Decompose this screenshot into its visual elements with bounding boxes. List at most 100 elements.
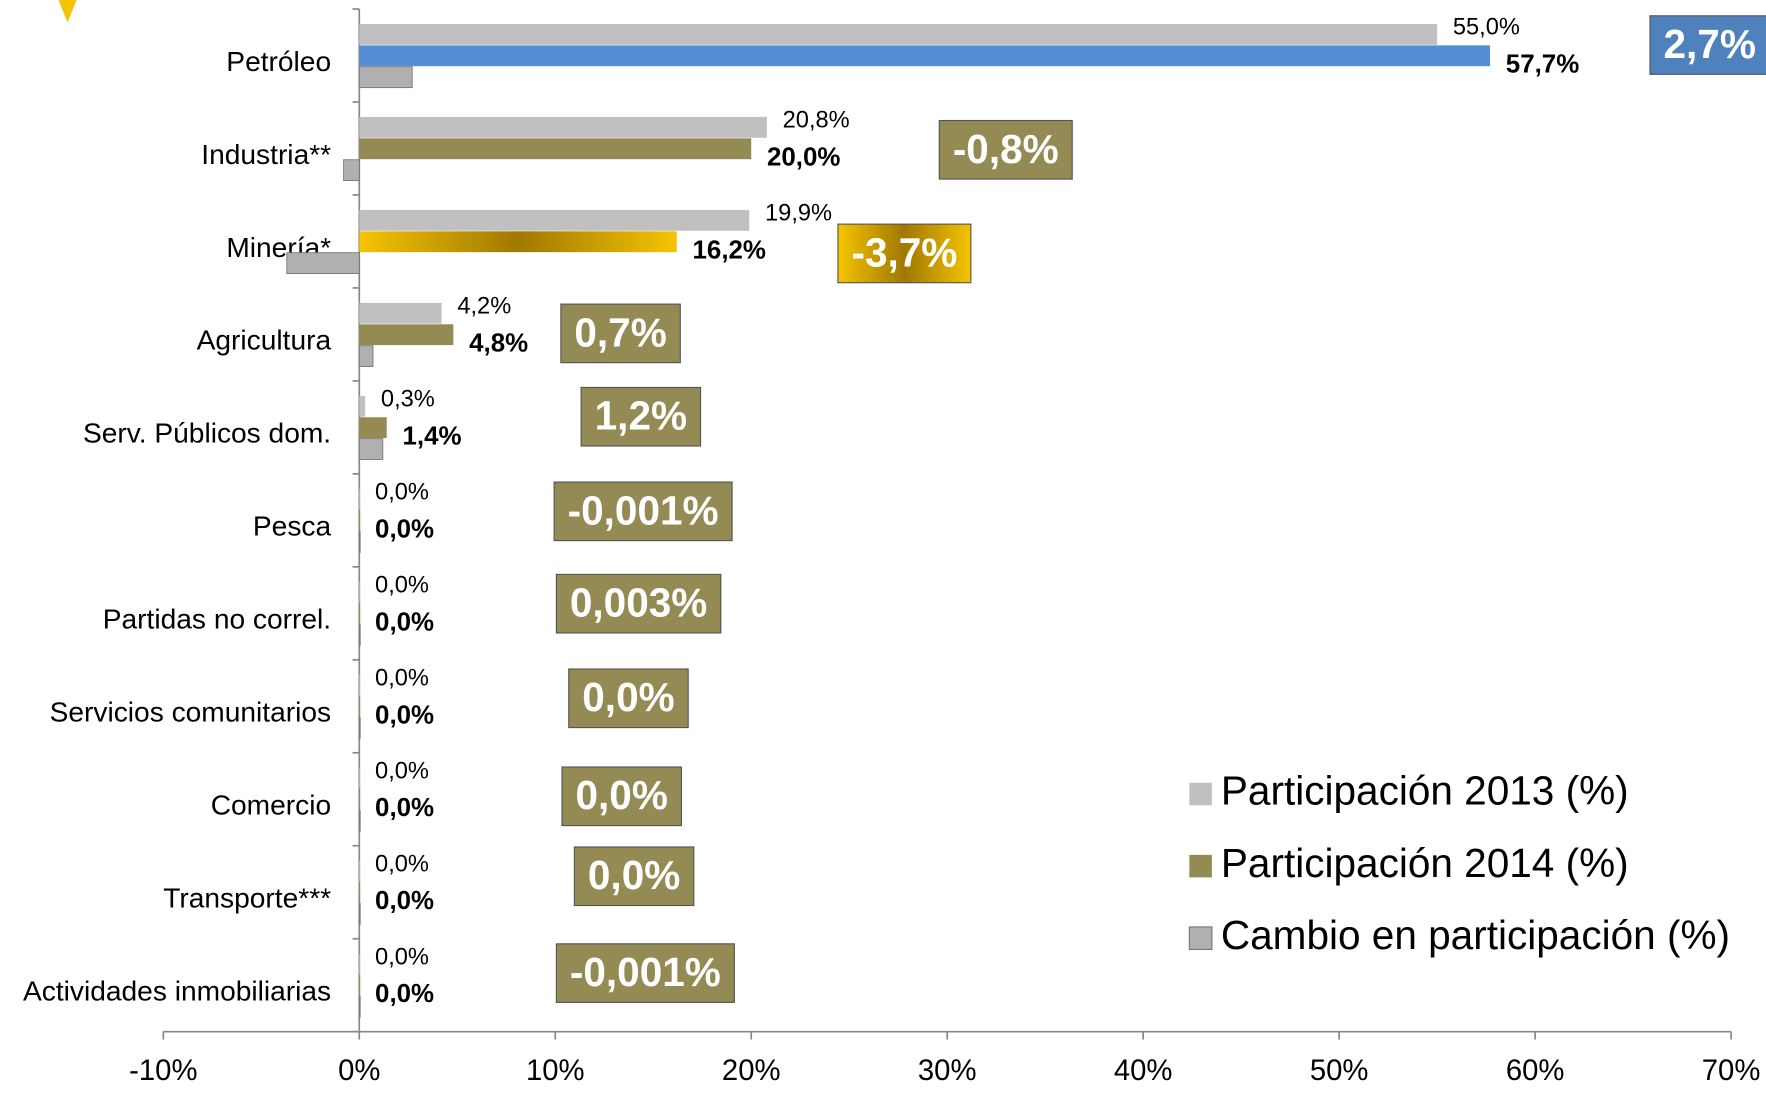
- bar-2013: [359, 209, 750, 231]
- change-label-box: [568, 668, 689, 729]
- change-label-box: [555, 943, 735, 1003]
- x-tick-label: 0%: [338, 1054, 380, 1087]
- change-label: -0,001%: [553, 481, 733, 542]
- bar-2013: [359, 116, 767, 138]
- change-label: -0,001%: [555, 943, 735, 1003]
- x-tick-label: 60%: [1506, 1054, 1565, 1087]
- bar-2014: [359, 789, 361, 810]
- bar-change: [358, 345, 374, 367]
- change-value-label: -3,7%: [851, 229, 957, 275]
- bar-change: [358, 66, 413, 89]
- bar-2013: [359, 395, 366, 417]
- bar-2013: [359, 674, 361, 696]
- y-tick-label: Industria**: [201, 139, 331, 170]
- value-label-2013: 19,9%: [765, 201, 832, 227]
- value-label-2014: 20,0%: [767, 143, 840, 171]
- value-label-2014: 0,0%: [375, 515, 434, 543]
- x-tick-label: 40%: [1114, 1054, 1173, 1087]
- bar-2014: [359, 45, 1491, 67]
- value-label-2013: 0,0%: [375, 944, 429, 970]
- bar-2013: [359, 488, 361, 510]
- value-label-2014: 57,7%: [1506, 50, 1579, 78]
- bar-2013: [359, 767, 361, 789]
- y-tick-label: Petróleo: [226, 46, 331, 77]
- change-value-label: 0,003%: [570, 580, 707, 626]
- change-label-box: [580, 386, 702, 447]
- x-tick-label: -10%: [129, 1054, 197, 1087]
- change-value-label: 0,0%: [588, 852, 680, 898]
- y-tick-label: Transporte***: [163, 883, 331, 914]
- value-label-2013: 0,3%: [381, 387, 435, 413]
- value-label-2014: 0,0%: [375, 608, 434, 636]
- bar-2014: [359, 882, 361, 903]
- change-label: 0,0%: [573, 846, 695, 907]
- bar-2014: [359, 138, 752, 160]
- value-label-2014: 0,0%: [375, 980, 434, 1008]
- x-tick-label: 70%: [1702, 1054, 1761, 1087]
- change-label-box: [1649, 15, 1766, 75]
- change-label: -3,7%: [837, 223, 972, 284]
- value-label-2013: 4,2%: [457, 294, 511, 320]
- bar-2014: [359, 603, 361, 625]
- change-label-box: [573, 846, 695, 907]
- y-tick-label: Serv. Públicos dom.: [83, 418, 331, 449]
- legend-swatch: [1188, 926, 1213, 951]
- legend-label: Participación 2013 (%): [1221, 768, 1629, 814]
- x-tick-label: 50%: [1310, 1054, 1369, 1087]
- value-label-2014: 0,0%: [375, 701, 434, 729]
- change-label: 0,0%: [561, 766, 682, 827]
- change-label-box: [555, 573, 722, 634]
- bar-change: [358, 624, 361, 646]
- y-tick-label: Agricultura: [197, 325, 332, 356]
- value-label-2013: 20,8%: [783, 108, 850, 134]
- bar-2014: [359, 324, 454, 346]
- bar-2014: [359, 231, 677, 253]
- bar-change: [343, 159, 360, 182]
- change-label: 0,7%: [560, 303, 681, 364]
- value-label-2014: 0,0%: [375, 794, 434, 822]
- decor-arrow: [58, 0, 77, 23]
- change-label: 0,0%: [568, 668, 689, 729]
- bar-2013: [359, 860, 361, 882]
- bar-change: [358, 531, 361, 553]
- change-value-label: -0,001%: [570, 949, 721, 995]
- bar-2013: [359, 581, 361, 603]
- y-tick-label: Pesca: [253, 511, 332, 542]
- value-label-2014: 16,2%: [693, 236, 766, 264]
- bar-2014: [359, 510, 361, 532]
- bar-change: [358, 717, 361, 739]
- change-value-label: -0,001%: [568, 487, 719, 533]
- bar-2013: [359, 302, 442, 324]
- change-label: -0,8%: [938, 119, 1073, 180]
- change-label: 0,003%: [555, 573, 722, 634]
- value-label-2013: 0,0%: [375, 573, 429, 599]
- value-label-2014: 4,8%: [469, 329, 528, 357]
- bar-change: [286, 252, 360, 274]
- value-label-2013: 55,0%: [1453, 15, 1520, 41]
- change-label-box: [553, 481, 733, 542]
- change-label-box: [561, 766, 682, 827]
- bar-2014: [359, 417, 387, 439]
- change-label: 1,2%: [580, 386, 702, 447]
- bar-change: [358, 996, 361, 1018]
- x-tick-label: 10%: [526, 1054, 585, 1087]
- change-value-label: 0,0%: [582, 674, 674, 720]
- bar-change: [358, 903, 361, 925]
- bar-2014: [359, 696, 361, 717]
- change-value-label: 0,0%: [576, 772, 668, 818]
- legend-label: Participación 2014 (%): [1221, 840, 1629, 886]
- bar-change: [358, 438, 384, 460]
- change-value-label: 2,7%: [1663, 21, 1755, 67]
- y-tick-label: Partidas no correl.: [103, 604, 331, 635]
- change-label-box: [837, 223, 972, 284]
- x-tick-label: 30%: [918, 1054, 977, 1087]
- bar-change: [358, 810, 361, 832]
- y-tick-label: Servicios comunitarios: [50, 697, 332, 728]
- bar-2013: [359, 23, 1438, 45]
- value-label-2014: 0,0%: [375, 887, 434, 915]
- legend-swatch: [1189, 854, 1212, 878]
- legend-swatch: [1189, 782, 1212, 806]
- value-label-2013: 0,0%: [375, 758, 429, 784]
- y-tick-label: Actividades inmobiliarias: [23, 976, 331, 1007]
